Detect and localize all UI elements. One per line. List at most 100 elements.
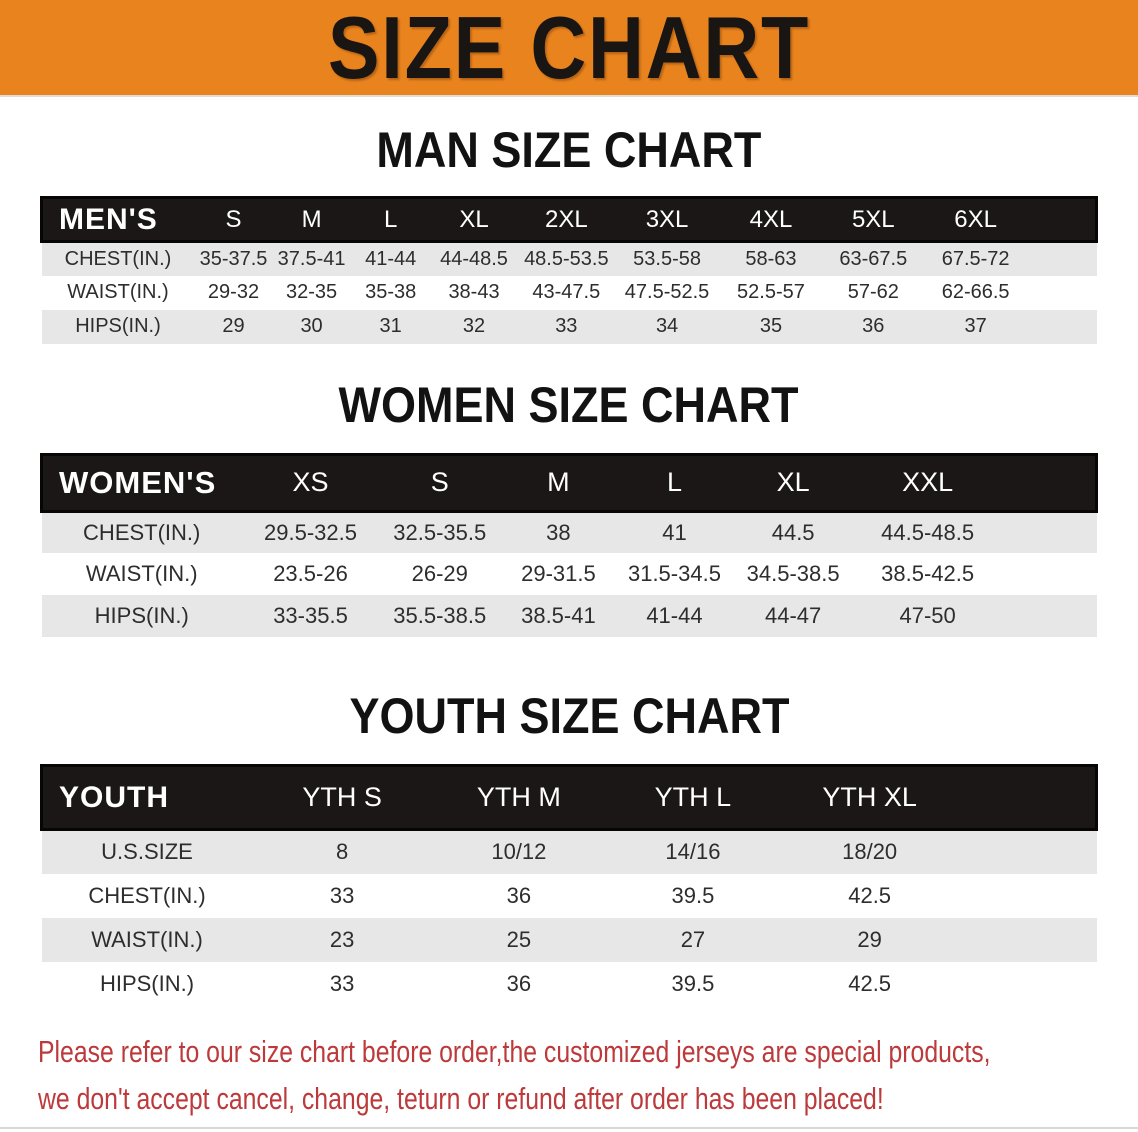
size-column-header: 4XL bbox=[718, 196, 824, 243]
size-value: 29 bbox=[222, 315, 245, 337]
row-label: WAIST(IN.) bbox=[85, 561, 198, 586]
row-label: HIPS(IN.) bbox=[99, 970, 195, 996]
women-size-section: WOMEN SIZE CHART WOMEN'S XS S M L XL XXL CHEST… bbox=[0, 376, 1138, 637]
women-section-heading-text: WOMEN SIZE CHART bbox=[339, 376, 799, 433]
measurement-row: U.S.SIZE 8 10/12 14/16 18/20 bbox=[41, 828, 1097, 874]
size-value: 38 bbox=[500, 509, 617, 553]
size-value: 35-38 bbox=[365, 281, 417, 303]
measurement-row: HIPS(IN.) 33-35.5 35.5-38.5 38.5-41 41-44 44-… bbox=[41, 595, 1097, 637]
spacer-cell bbox=[1001, 509, 1097, 553]
men-size-table: MEN'S S M L XL 2XL 3XL 4XL 5XL 6XL CHEST(IN.) 35-3… bbox=[40, 196, 1098, 344]
size-value: 36 bbox=[506, 882, 532, 908]
size-value: 33 bbox=[555, 315, 578, 337]
spacer-cell bbox=[959, 874, 1096, 918]
size-value: 44.5 bbox=[732, 509, 854, 553]
row-label: HIPS(IN.) bbox=[75, 315, 161, 337]
table-header-row: YOUTH YTH S YTH M YTH L YTH XL bbox=[40, 764, 1099, 831]
size-column-header: XXL bbox=[853, 452, 1002, 513]
row-label: WAIST(IN.) bbox=[67, 281, 169, 303]
measurement-row: WAIST(IN.) 29-32 32-35 35-38 38-43 43-47.5 47.… bbox=[41, 275, 1097, 310]
women-size-table: WOMEN'S XS S M L XL XXL CHEST(IN.) 29.5-32.5 32.… bbox=[39, 452, 1099, 637]
size-column-header: S bbox=[194, 196, 273, 243]
size-value: 44.5-48.5 bbox=[853, 509, 1002, 553]
size-value: 29-32 bbox=[207, 281, 260, 303]
women-section-heading: WOMEN SIZE CHART bbox=[0, 376, 1138, 433]
size-value: 26-29 bbox=[411, 561, 468, 586]
size-value: 25 bbox=[506, 926, 532, 952]
size-value: 31 bbox=[379, 315, 402, 337]
banner: SIZE CHART bbox=[0, 0, 1138, 97]
notice-line-2: we don't accept cancel, change, teturn o… bbox=[38, 1075, 1100, 1122]
size-value: 63-67.5 bbox=[823, 240, 924, 276]
youth-section-heading-text: YOUTH SIZE CHART bbox=[348, 688, 790, 744]
size-value: 44-47 bbox=[765, 603, 822, 628]
row-label: CHEST(IN.) bbox=[41, 240, 195, 276]
size-column-header: 5XL bbox=[823, 196, 924, 243]
size-value: 32.5-35.5 bbox=[379, 509, 501, 553]
size-value: 47.5-52.5 bbox=[624, 281, 710, 303]
bottom-divider bbox=[0, 1127, 1138, 1129]
size-column-header: XL bbox=[430, 196, 518, 243]
size-column-header: L bbox=[616, 452, 733, 513]
size-value: 34 bbox=[655, 315, 679, 337]
size-column-header: S bbox=[379, 452, 501, 513]
size-value: 39.5 bbox=[671, 882, 715, 908]
spacer-cell bbox=[959, 828, 1097, 874]
measurement-row: HIPS(IN.) 29 30 31 32 33 34 35 36 37 bbox=[41, 309, 1097, 344]
youth-size-table: YOUTH YTH S YTH M YTH L YTH XL U.S.SIZE 8 10/1… bbox=[40, 764, 1099, 1006]
size-column-header: YTH L bbox=[605, 764, 780, 831]
size-value: 31.5-34.5 bbox=[627, 561, 721, 586]
size-value: 33 bbox=[329, 882, 355, 908]
size-value: 29.5-32.5 bbox=[241, 509, 380, 553]
notice-line-1-text: Please refer to our size chart before or… bbox=[38, 1033, 991, 1069]
size-column-header: XL bbox=[732, 452, 854, 513]
spacer-cell bbox=[1028, 310, 1097, 344]
men-section-heading: MAN SIZE CHART bbox=[0, 123, 1138, 178]
size-column-header: YTH M bbox=[431, 764, 606, 831]
size-value: 27 bbox=[680, 926, 706, 952]
measurement-row: CHEST(IN.) 29.5-32.5 32.5-35.5 38 41 44.5 44.5… bbox=[41, 509, 1097, 553]
size-value: 35 bbox=[759, 315, 783, 337]
size-value: 67.5-72 bbox=[923, 240, 1028, 276]
spacer-cell bbox=[1028, 276, 1097, 310]
youth-section-heading: YOUTH SIZE CHART bbox=[0, 689, 1138, 744]
size-value: 37.5-41 bbox=[272, 240, 351, 276]
spacer-cell bbox=[959, 962, 1096, 1006]
size-value: 58-63 bbox=[718, 240, 824, 276]
size-value: 41-44 bbox=[646, 603, 703, 628]
size-column-header: M bbox=[500, 452, 617, 513]
size-value: 18/20 bbox=[779, 828, 960, 874]
measurement-row: WAIST(IN.) 23 25 27 29 bbox=[41, 917, 1097, 962]
size-column-header: 3XL bbox=[615, 196, 719, 243]
size-value: 33 bbox=[329, 970, 355, 996]
spacer-cell bbox=[959, 918, 1096, 962]
size-value: 52.5-57 bbox=[737, 281, 805, 303]
size-value: 39.5 bbox=[671, 970, 715, 996]
size-value: 42.5 bbox=[848, 882, 892, 908]
size-value: 38.5-41 bbox=[521, 603, 596, 628]
size-value: 29-31.5 bbox=[521, 561, 596, 586]
size-value: 35.5-38.5 bbox=[393, 603, 487, 628]
footer-notice: Please refer to our size chart before or… bbox=[0, 1028, 1138, 1122]
size-column-header: M bbox=[272, 196, 351, 243]
notice-line-1: Please refer to our size chart before or… bbox=[38, 1028, 1100, 1075]
notice-line-2-text: we don't accept cancel, change, teturn o… bbox=[38, 1080, 884, 1116]
row-label: WAIST(IN.) bbox=[91, 926, 203, 952]
size-value: 23.5-26 bbox=[273, 561, 348, 586]
men-size-section: MAN SIZE CHART MEN'S S M L XL 2XL 3XL 4XL 5XL 6XL… bbox=[0, 123, 1138, 344]
size-value: 42.5 bbox=[848, 970, 892, 996]
size-value: 41-44 bbox=[350, 240, 431, 276]
size-value: 44-48.5 bbox=[430, 240, 518, 276]
size-value: 23 bbox=[329, 926, 355, 952]
size-value: 32 bbox=[462, 315, 486, 337]
row-label: HIPS(IN.) bbox=[94, 603, 189, 628]
size-value: 36 bbox=[506, 970, 532, 996]
size-value: 57-62 bbox=[847, 281, 899, 303]
row-label: CHEST(IN.) bbox=[88, 882, 206, 908]
size-value: 48.5-53.5 bbox=[517, 240, 616, 276]
spacer-cell bbox=[1001, 553, 1096, 595]
table-header-row: MEN'S S M L XL 2XL 3XL 4XL 5XL 6XL bbox=[40, 196, 1098, 243]
table-corner-label: WOMEN'S bbox=[39, 452, 242, 513]
size-value: 10/12 bbox=[431, 828, 606, 874]
size-value: 33-35.5 bbox=[273, 603, 348, 628]
